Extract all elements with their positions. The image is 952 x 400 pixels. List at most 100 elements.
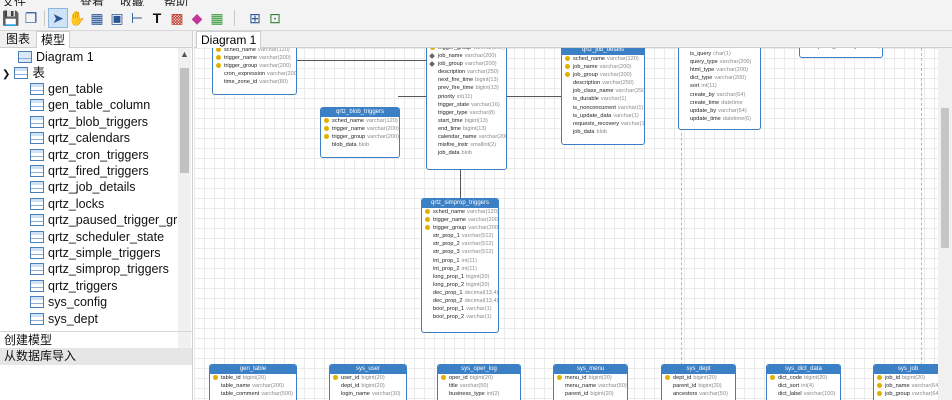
- tree-item-table[interactable]: qrtz_cron_triggers: [30, 147, 149, 163]
- auto-layout-icon[interactable]: ⊞: [249, 10, 261, 26]
- entity-field: next_fire_time bigint(13): [427, 76, 506, 84]
- copy-icon[interactable]: ❐: [24, 10, 38, 26]
- diagram-icon: [18, 51, 32, 63]
- entity-field: table_id bigint(20): [210, 374, 296, 382]
- entity-field: sort int(11): [679, 82, 760, 90]
- table-qrtz-simprop-triggers[interactable]: qrtz_simprop_triggers sched_name varchar(1…: [421, 198, 499, 333]
- field-type: varchar(512): [461, 233, 494, 240]
- entity-field: trigger_group varchar(200): [427, 48, 506, 52]
- tree-item-table[interactable]: qrtz_simprop_triggers: [30, 261, 169, 277]
- image-icon[interactable]: ▩: [170, 10, 184, 26]
- table-sys-dept[interactable]: sys_dept dept_id bigint(20) parent_id bigint…: [661, 364, 736, 400]
- entity-field: dec_prop_2 decimal(13,4): [422, 297, 498, 305]
- table-sys-menu[interactable]: sys_menu menu_id bigint(20) menu_name varcha…: [553, 364, 628, 400]
- tree-item-table[interactable]: qrtz_triggers: [30, 278, 117, 294]
- scroll-thumb[interactable]: [180, 68, 189, 173]
- tree-item-table[interactable]: qrtz_calendars: [30, 130, 130, 146]
- chevron-down-icon[interactable]: ❯: [2, 69, 11, 80]
- tree-item-label: Diagram 1: [36, 50, 94, 64]
- tree-item-table[interactable]: gen_table_column: [30, 97, 150, 113]
- field-name: job_name: [885, 383, 910, 390]
- layer-icon[interactable]: ▦: [210, 10, 224, 26]
- field-type: varchar(50): [699, 391, 728, 398]
- tree-item-table[interactable]: qrtz_locks: [30, 196, 104, 212]
- tree-item-table[interactable]: qrtz_scheduler_state: [30, 229, 164, 245]
- diagram-canvas[interactable]: sched_name varchar(120) trigger_name varcha…: [194, 48, 952, 400]
- relation-icon[interactable]: ⊢: [130, 10, 144, 26]
- menu-help[interactable]: 帮助: [164, 0, 188, 6]
- entity-field: dec_prop_1 decimal(13,4): [422, 289, 498, 297]
- tree-scrollbar[interactable]: ▲ ▼: [178, 48, 191, 361]
- table-qrtz-blob-triggers[interactable]: qrtz_blob_triggers sched_name varchar(120)…: [320, 107, 400, 158]
- field-name: job_id: [885, 375, 900, 381]
- tree-item-table[interactable]: sys_config: [30, 294, 107, 310]
- scroll-up-icon[interactable]: ▲: [180, 49, 189, 59]
- tab-diagram[interactable]: 图表: [6, 32, 31, 46]
- table-qrtz-triggers[interactable]: trigger_group varchar(200) job_name varchar…: [426, 48, 507, 170]
- entity-field: trigger_name varchar(200): [422, 216, 498, 224]
- tree-item-table[interactable]: gen_table: [30, 81, 103, 97]
- tree-item-label: qrtz_blob_triggers: [48, 114, 149, 129]
- entity-field: int_prop_1 int(11): [422, 257, 498, 265]
- field-type: varchar(512): [461, 241, 494, 248]
- tree-folder-tables[interactable]: ❯ 表: [2, 65, 45, 81]
- text-icon[interactable]: T: [152, 10, 162, 26]
- table-sys-oper-log[interactable]: sys_oper_log oper_id bigint(20) title varcha…: [437, 364, 521, 400]
- view-icon[interactable]: ▣: [110, 10, 124, 26]
- entity-field: login_name varchar(30): [330, 390, 406, 398]
- table-icon: [30, 99, 44, 112]
- save-icon[interactable]: 💾: [2, 10, 20, 26]
- pointer-icon[interactable]: ➤: [48, 8, 68, 28]
- tree-item-diagram[interactable]: Diagram 1: [18, 49, 94, 65]
- scroll-thumb[interactable]: [941, 108, 949, 248]
- tree-item-table[interactable]: sys_dept: [30, 311, 98, 327]
- field-type: bigint(13): [475, 85, 499, 92]
- field-name: sched_name: [433, 209, 466, 215]
- tree-item-label: gen_table: [48, 82, 103, 96]
- create-model-button[interactable]: 创建模型: [0, 331, 192, 348]
- table-gen-table[interactable]: gen_table table_id bigint(20) table_name var…: [209, 364, 297, 400]
- key-icon: [877, 375, 882, 380]
- table-sys-dict-data[interactable]: sys_dict_data dict_code bigint(20) dict_sor…: [766, 364, 841, 400]
- field-type: varchar(200): [464, 53, 497, 60]
- tab-model[interactable]: 模型: [36, 31, 71, 48]
- tree-item-table[interactable]: qrtz_paused_trigger_grps: [30, 212, 178, 228]
- import-from-database-button[interactable]: 从数据库导入: [0, 348, 192, 365]
- page-boundary: [681, 48, 682, 400]
- menu-favorites[interactable]: 收藏: [120, 0, 144, 6]
- entity-field: description varchar(250): [562, 79, 644, 87]
- table-sys-job[interactable]: sys_job job_id bigint(20) job_name varchar(6…: [873, 364, 943, 400]
- tree-item-table[interactable]: qrtz_blob_triggers: [30, 114, 148, 130]
- entity-field: sched_name varchar(120): [562, 55, 644, 63]
- field-type: varchar(50): [598, 383, 627, 390]
- menu-file[interactable]: 文件: [2, 0, 26, 6]
- table-qrtz-job-details[interactable]: qrtz_job_details sched_name varchar(120) jo…: [561, 48, 645, 145]
- canvas-scrollbar[interactable]: [938, 48, 952, 400]
- table-icon[interactable]: ▦: [90, 10, 104, 26]
- arrange-icon[interactable]: ⊡: [269, 10, 281, 26]
- field-name: user_id: [341, 375, 360, 381]
- entity-field: parent_id bigint(20): [662, 382, 735, 390]
- field-type: varchar(250): [467, 69, 499, 76]
- tree-item-table[interactable]: qrtz_job_details: [30, 179, 136, 195]
- field-name: cron_expression: [224, 71, 266, 78]
- tree-item-table[interactable]: qrtz_simple_triggers: [30, 245, 161, 261]
- table-qrtz-cron-triggers[interactable]: sched_name varchar(120) trigger_name varcha…: [212, 48, 297, 95]
- field-type: blob: [358, 142, 370, 149]
- hand-icon[interactable]: ✋: [68, 10, 86, 26]
- tree-item-table[interactable]: qrtz_fired_triggers: [30, 163, 149, 179]
- field-name: job_group: [885, 391, 910, 398]
- field-type: int(11): [461, 257, 477, 264]
- tab-diagram-1[interactable]: Diagram 1: [196, 31, 262, 48]
- table-sys-user[interactable]: sys_user user_id bigint(20) dept_id bigint(2…: [329, 364, 407, 400]
- field-name: job_group: [438, 61, 463, 68]
- field-name: sort: [690, 83, 700, 90]
- entity-field: job_id bigint(20): [874, 374, 942, 382]
- menu-view[interactable]: 查看: [80, 0, 104, 6]
- shape-icon[interactable]: ◆: [191, 10, 203, 26]
- field-type: varchar(200): [259, 63, 291, 70]
- field-type: varchar(64): [911, 383, 941, 390]
- entity-field: job_class_name varchar(250): [562, 87, 644, 95]
